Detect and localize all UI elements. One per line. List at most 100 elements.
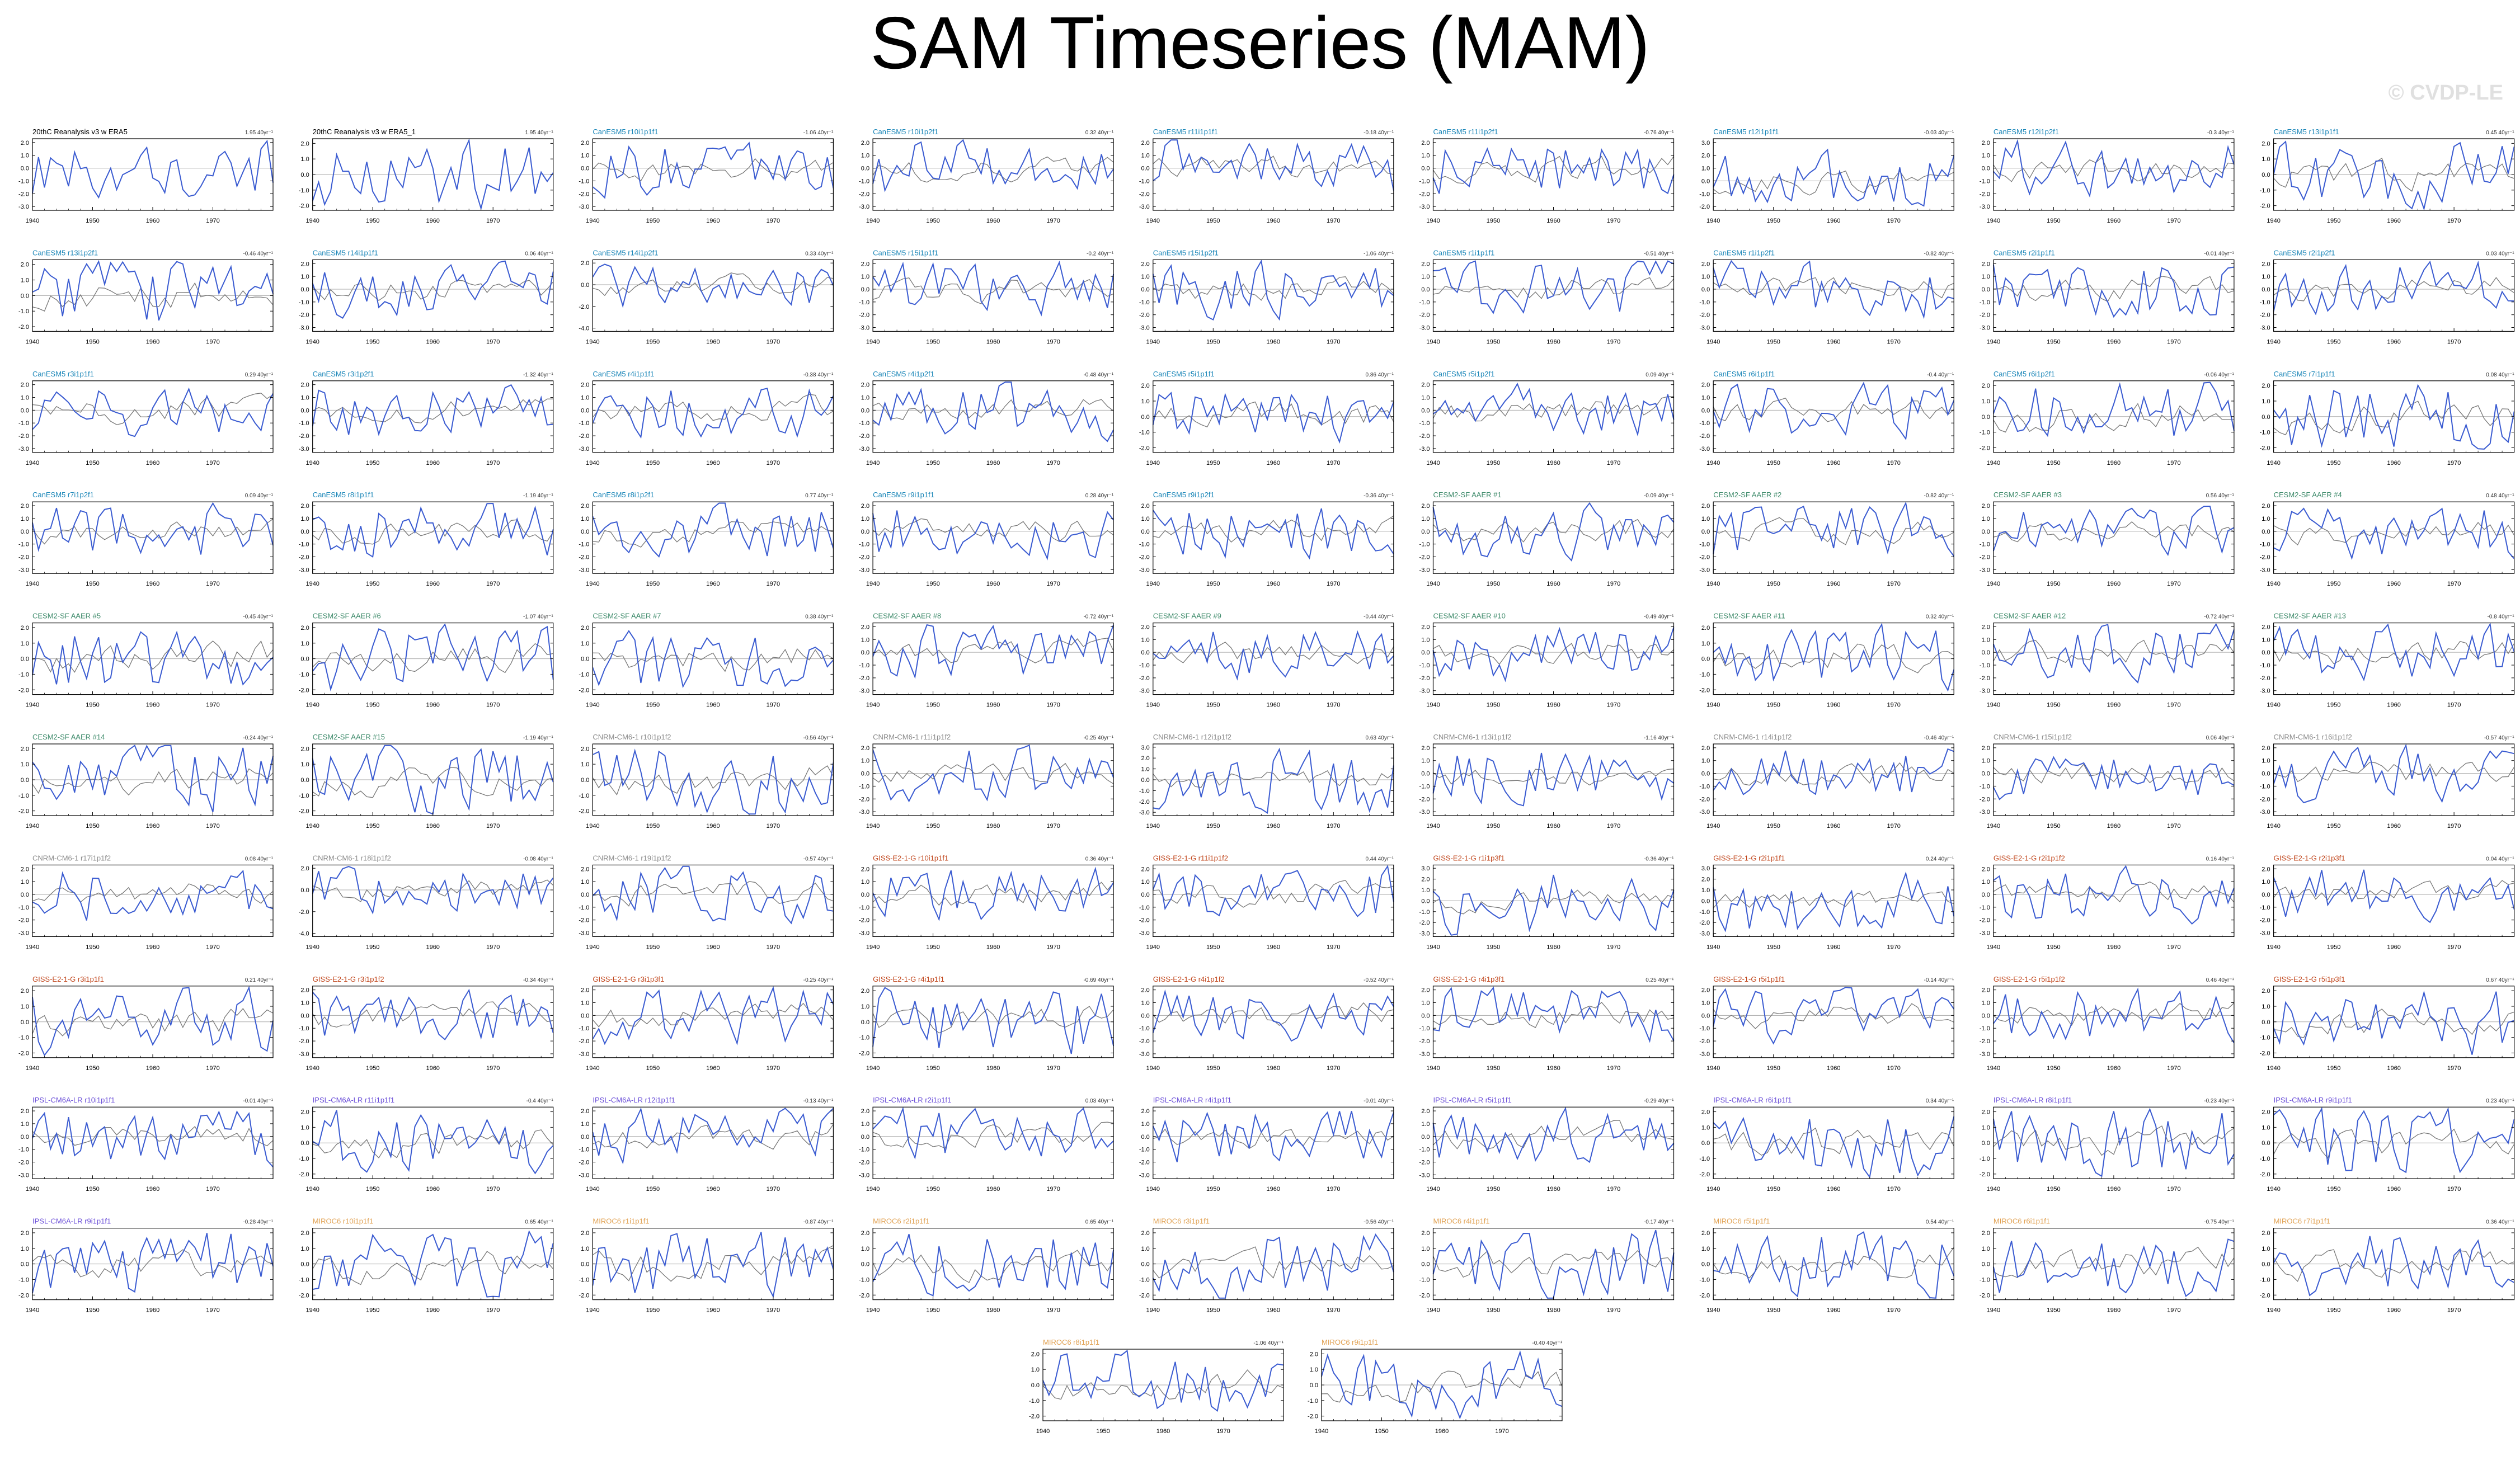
panel: MIROC6 r1i1p1f1 -0.87 40yr⁻¹ 2.0 1.0 0.0 -1.0…	[579, 1217, 834, 1314]
panel: CESM2-SF AAER #2 -0.82 40yr⁻¹ 2.0 1.0 0.0 -1.…	[1699, 491, 1955, 587]
trend-label: 0.08 40yr⁻¹	[2486, 372, 2514, 378]
y-tick-label: 2.0	[300, 382, 309, 389]
y-tick-label: 0.0	[581, 1134, 589, 1141]
panel: CESM2-SF AAER #1 -0.09 40yr⁻¹ 2.0 1.0 0.0 -1.…	[1419, 491, 1675, 587]
y-tick-label: 3.0	[1701, 140, 1710, 147]
panel: GISS-E2-1-G r4i1p1f2 -0.52 40yr⁻¹ 2.0 1.0 0.…	[1139, 975, 1394, 1072]
model-series-line	[1992, 623, 2235, 684]
x-tick-label: 1950	[86, 1186, 99, 1193]
x-tick-label: 1950	[1766, 581, 1780, 587]
trend-label: -0.24 40yr⁻¹	[243, 735, 273, 741]
y-tick-label: -2.0	[2260, 917, 2270, 924]
y-tick-label: -3.0	[1139, 688, 1150, 695]
y-tick-label: -3.0	[1419, 809, 1430, 816]
x-tick-label: 1960	[2107, 823, 2121, 830]
model-series-line	[2273, 1106, 2515, 1174]
x-tick-label: 1970	[767, 1307, 780, 1314]
trend-label: -0.69 40yr⁻¹	[1083, 977, 1113, 983]
x-tick-label: 1950	[1206, 338, 1220, 345]
x-tick-label: 1950	[646, 338, 660, 345]
y-tick-label: -2.0	[1699, 796, 1710, 803]
y-tick-label: 2.0	[861, 503, 869, 510]
y-tick-label: 1.0	[861, 637, 869, 643]
x-tick-label: 1960	[2387, 702, 2400, 709]
panel-title: CanESM5 r14i1p1f1	[313, 248, 378, 257]
trend-label: 0.86 40yr⁻¹	[1365, 372, 1394, 378]
y-tick-label: 2.0	[2262, 745, 2270, 752]
model-series-line	[32, 1233, 274, 1294]
panel: CanESM5 r3i1p1f1 0.29 40yr⁻¹ 2.0 1.0 0.0 -1.0…	[18, 370, 274, 467]
observed-series-line	[312, 398, 553, 423]
observed-series-line	[32, 883, 274, 904]
panel-title: CanESM5 r8i1p1f1	[313, 491, 374, 499]
y-tick-label: 0.0	[861, 529, 869, 535]
model-series-line	[592, 1107, 834, 1165]
x-tick-label: 1940	[1426, 338, 1440, 345]
observed-series-line	[32, 1008, 274, 1036]
x-tick-label: 1940	[1426, 460, 1440, 467]
y-tick-label: -1.0	[299, 541, 309, 548]
observed-series-line	[1433, 643, 1674, 665]
observed-series-line	[312, 767, 553, 798]
x-tick-label: 1970	[1327, 823, 1340, 830]
y-tick-label: -1.0	[1699, 1156, 1710, 1162]
observed-series-line	[1993, 1125, 2235, 1156]
panel: CanESM5 r9i1p2f1 -0.36 40yr⁻¹ 2.0 1.0 0.0 -1.…	[1139, 491, 1394, 587]
panel-title: CanESM5 r8i1p2f1	[593, 491, 654, 499]
observed-series-line	[312, 879, 554, 903]
x-tick-label: 1970	[1327, 702, 1340, 709]
y-tick-label: -1.0	[1980, 1276, 1990, 1283]
x-tick-label: 1960	[1546, 338, 1560, 345]
plot-frame	[872, 622, 1114, 695]
plot-frame	[592, 501, 834, 574]
y-tick-label: 1.0	[300, 395, 309, 402]
trend-label: -0.46 40yr⁻¹	[1924, 735, 1954, 741]
x-tick-label: 1940	[586, 338, 599, 345]
x-tick-label: 1960	[1267, 1186, 1280, 1193]
trend-label: -0.14 40yr⁻¹	[1924, 977, 1954, 983]
model-series-line	[32, 869, 274, 921]
y-tick-label: 2.0	[861, 1230, 869, 1237]
y-tick-label: -1.0	[1139, 299, 1150, 306]
y-tick-label: 2.0	[1701, 153, 1710, 159]
x-tick-label: 1970	[1887, 944, 1900, 950]
plot-frame	[592, 259, 834, 332]
panel: CanESM5 r11i1p1f1 -0.18 40yr⁻¹ 2.0 1.0 0.0 -1…	[1139, 128, 1394, 224]
plot-frame	[1432, 986, 1675, 1058]
model-series-line	[2273, 622, 2515, 682]
trend-label: 0.03 40yr⁻¹	[2486, 251, 2514, 257]
y-tick-label: -1.0	[1980, 430, 1990, 436]
y-tick-label: -2.0	[1139, 445, 1150, 451]
observed-series-line	[872, 277, 1114, 304]
y-tick-label: 2.0	[1141, 1230, 1150, 1237]
trend-label: -0.13 40yr⁻¹	[803, 1098, 834, 1104]
y-tick-label: 0.0	[1982, 529, 1990, 535]
panel-title: MIROC6 r3i1p1f1	[1153, 1217, 1210, 1226]
y-tick-label: 1.0	[581, 1000, 589, 1007]
y-tick-label: 0.0	[861, 286, 869, 293]
x-tick-label: 1960	[146, 1065, 159, 1072]
x-tick-label: 1940	[1987, 218, 2000, 224]
panel-title: MIROC6 r4i1p1f1	[1433, 1217, 1490, 1226]
y-tick-label: 2.0	[1141, 755, 1150, 762]
observed-series-line	[872, 518, 1114, 542]
y-tick-label: 1.0	[1701, 758, 1710, 765]
panel-title: GISS-E2-1-G r5i1p1f1	[1713, 975, 1785, 983]
model-series-line	[592, 865, 834, 925]
y-tick-label: -3.0	[2260, 567, 2270, 573]
y-tick-label: 1.0	[2262, 274, 2270, 280]
x-tick-label: 1960	[2107, 944, 2121, 950]
x-tick-label: 1960	[1827, 460, 1840, 467]
panel: CESM2-SF AAER #10 -0.49 40yr⁻¹ 2.0 1.0 0.0 -1…	[1419, 612, 1675, 709]
model-series-line	[1432, 874, 1675, 936]
x-tick-label: 1970	[2167, 581, 2180, 587]
x-tick-label: 1950	[646, 823, 660, 830]
y-tick-label: 1.0	[2262, 637, 2270, 643]
model-series-line	[1432, 382, 1675, 437]
x-tick-label: 1960	[1435, 1428, 1449, 1435]
y-tick-label: 2.0	[300, 261, 309, 267]
x-tick-label: 1940	[1706, 1307, 1720, 1314]
y-tick-label: 0.0	[581, 529, 589, 535]
trend-label: -0.17 40yr⁻¹	[1644, 1219, 1674, 1226]
panel: GISS-E2-1-G r5i1p1f1 -0.14 40yr⁻¹ 2.0 1.0 0.…	[1699, 975, 1955, 1072]
